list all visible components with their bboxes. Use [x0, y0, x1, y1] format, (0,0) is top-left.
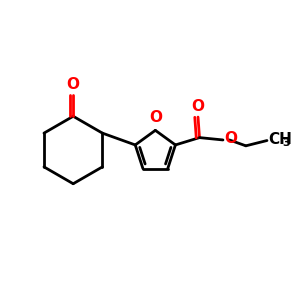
- Text: O: O: [67, 76, 80, 92]
- Text: O: O: [191, 98, 205, 113]
- Text: O: O: [225, 131, 238, 146]
- Text: 3: 3: [283, 139, 290, 148]
- Text: O: O: [149, 110, 162, 125]
- Text: CH: CH: [268, 132, 292, 147]
